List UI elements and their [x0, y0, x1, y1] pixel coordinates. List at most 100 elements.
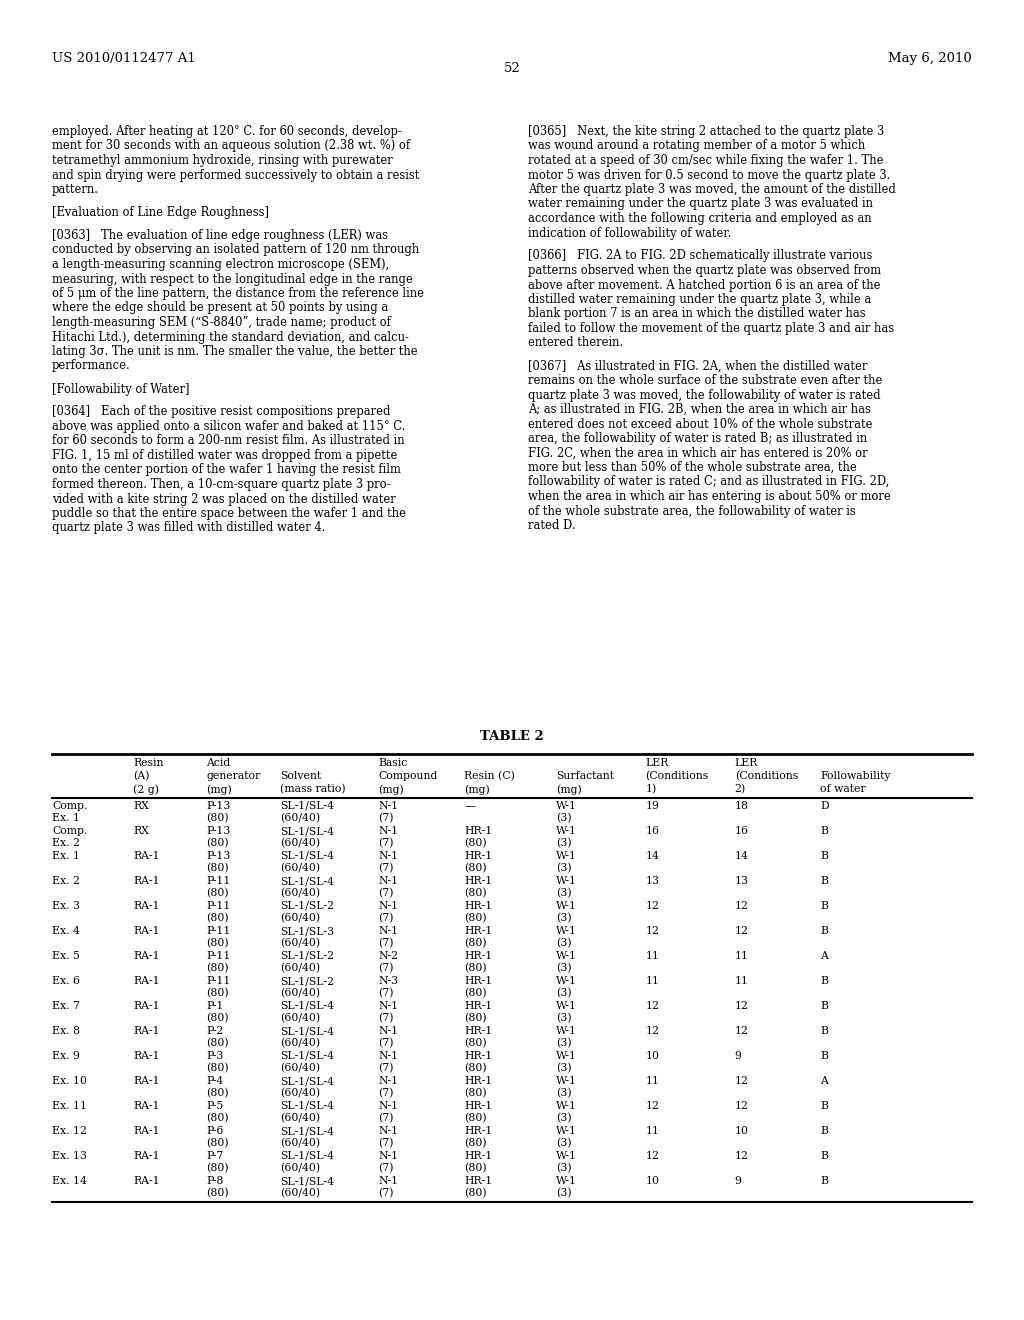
Text: HR-1: HR-1 — [464, 927, 493, 936]
Text: (80): (80) — [207, 813, 229, 824]
Text: B: B — [820, 851, 828, 861]
Text: [0363]   The evaluation of line edge roughness (LER) was: [0363] The evaluation of line edge rough… — [52, 228, 388, 242]
Text: (60/40): (60/40) — [281, 1038, 321, 1048]
Text: Ex. 1: Ex. 1 — [52, 813, 80, 822]
Text: of water: of water — [820, 784, 866, 795]
Text: B: B — [820, 975, 828, 986]
Text: (80): (80) — [207, 964, 229, 973]
Text: Ex. 5: Ex. 5 — [52, 950, 80, 961]
Text: RA-1: RA-1 — [133, 975, 160, 986]
Text: lating 3σ. The unit is nm. The smaller the value, the better the: lating 3σ. The unit is nm. The smaller t… — [52, 345, 418, 358]
Text: 12: 12 — [734, 1001, 749, 1011]
Text: P-13: P-13 — [207, 826, 231, 836]
Text: HR-1: HR-1 — [464, 1176, 493, 1185]
Text: was wound around a rotating member of a motor 5 which: was wound around a rotating member of a … — [528, 140, 865, 153]
Text: SL-1/SL-2: SL-1/SL-2 — [281, 902, 334, 911]
Text: 12: 12 — [645, 1151, 659, 1162]
Text: [0367]   As illustrated in FIG. 2A, when the distilled water: [0367] As illustrated in FIG. 2A, when t… — [528, 359, 867, 372]
Text: HR-1: HR-1 — [464, 1126, 493, 1137]
Text: 12: 12 — [734, 1101, 749, 1111]
Text: when the area in which air has entering is about 50% or more: when the area in which air has entering … — [528, 490, 891, 503]
Text: (3): (3) — [556, 1063, 571, 1073]
Text: (7): (7) — [379, 913, 394, 923]
Text: (80): (80) — [207, 1088, 229, 1098]
Text: (80): (80) — [464, 939, 486, 948]
Text: HR-1: HR-1 — [464, 975, 493, 986]
Text: SL-1/SL-2: SL-1/SL-2 — [281, 975, 334, 986]
Text: 9: 9 — [734, 1051, 741, 1061]
Text: (80): (80) — [464, 1063, 486, 1073]
Text: above after movement. A hatched portion 6 is an area of the: above after movement. A hatched portion … — [528, 279, 881, 292]
Text: employed. After heating at 120° C. for 60 seconds, develop-: employed. After heating at 120° C. for 6… — [52, 125, 401, 139]
Text: SL-1/SL-4: SL-1/SL-4 — [281, 801, 334, 810]
Text: tetramethyl ammonium hydroxide, rinsing with purewater: tetramethyl ammonium hydroxide, rinsing … — [52, 154, 393, 168]
Text: formed thereon. Then, a 10-cm-square quartz plate 3 pro-: formed thereon. Then, a 10-cm-square qua… — [52, 478, 390, 491]
Text: Ex. 9: Ex. 9 — [52, 1051, 80, 1061]
Text: HR-1: HR-1 — [464, 1151, 493, 1162]
Text: (Conditions: (Conditions — [645, 771, 709, 781]
Text: and spin drying were performed successively to obtain a resist: and spin drying were performed successiv… — [52, 169, 420, 181]
Text: 16: 16 — [734, 826, 749, 836]
Text: (60/40): (60/40) — [281, 1188, 321, 1199]
Text: ment for 30 seconds with an aqueous solution (2.38 wt. %) of: ment for 30 seconds with an aqueous solu… — [52, 140, 411, 153]
Text: W-1: W-1 — [556, 975, 578, 986]
Text: P-7: P-7 — [207, 1151, 224, 1162]
Text: Ex. 8: Ex. 8 — [52, 1026, 80, 1036]
Text: (7): (7) — [379, 987, 394, 998]
Text: [Evaluation of Line Edge Roughness]: [Evaluation of Line Edge Roughness] — [52, 206, 269, 219]
Text: W-1: W-1 — [556, 1176, 578, 1185]
Text: (3): (3) — [556, 1038, 571, 1048]
Text: SL-1/SL-2: SL-1/SL-2 — [281, 950, 334, 961]
Text: (80): (80) — [207, 1038, 229, 1048]
Text: (mg): (mg) — [464, 784, 489, 795]
Text: P-2: P-2 — [207, 1026, 224, 1036]
Text: (mg): (mg) — [556, 784, 582, 795]
Text: (3): (3) — [556, 1163, 571, 1173]
Text: (mg): (mg) — [207, 784, 232, 795]
Text: 12: 12 — [734, 1076, 749, 1086]
Text: (3): (3) — [556, 813, 571, 824]
Text: N-1: N-1 — [379, 1076, 398, 1086]
Text: (3): (3) — [556, 863, 571, 874]
Text: where the edge should be present at 50 points by using a: where the edge should be present at 50 p… — [52, 301, 388, 314]
Text: [0364]   Each of the positive resist compositions prepared: [0364] Each of the positive resist compo… — [52, 405, 390, 418]
Text: W-1: W-1 — [556, 1101, 578, 1111]
Text: (mg): (mg) — [379, 784, 404, 795]
Text: (80): (80) — [464, 1012, 486, 1023]
Text: (3): (3) — [556, 838, 571, 849]
Text: HR-1: HR-1 — [464, 826, 493, 836]
Text: P-5: P-5 — [207, 1101, 224, 1111]
Text: (3): (3) — [556, 987, 571, 998]
Text: (80): (80) — [207, 1012, 229, 1023]
Text: (3): (3) — [556, 888, 571, 899]
Text: (60/40): (60/40) — [281, 888, 321, 899]
Text: HR-1: HR-1 — [464, 902, 493, 911]
Text: (7): (7) — [379, 863, 394, 874]
Text: A: A — [820, 1076, 828, 1086]
Text: entered does not exceed about 10% of the whole substrate: entered does not exceed about 10% of the… — [528, 417, 872, 430]
Text: May 6, 2010: May 6, 2010 — [888, 51, 972, 65]
Text: Compound: Compound — [379, 771, 438, 781]
Text: 11: 11 — [645, 975, 659, 986]
Text: SL-1/SL-4: SL-1/SL-4 — [281, 1076, 334, 1086]
Text: HR-1: HR-1 — [464, 876, 493, 886]
Text: (80): (80) — [464, 1113, 486, 1123]
Text: (7): (7) — [379, 888, 394, 899]
Text: N-1: N-1 — [379, 1176, 398, 1185]
Text: 10: 10 — [645, 1176, 659, 1185]
Text: HR-1: HR-1 — [464, 1001, 493, 1011]
Text: SL-1/SL-4: SL-1/SL-4 — [281, 1001, 334, 1011]
Text: (80): (80) — [207, 838, 229, 849]
Text: RA-1: RA-1 — [133, 902, 160, 911]
Text: RA-1: RA-1 — [133, 927, 160, 936]
Text: generator: generator — [207, 771, 261, 781]
Text: (80): (80) — [207, 1188, 229, 1199]
Text: Ex. 13: Ex. 13 — [52, 1151, 87, 1162]
Text: Comp.: Comp. — [52, 801, 87, 810]
Text: (60/40): (60/40) — [281, 1012, 321, 1023]
Text: (80): (80) — [207, 1138, 229, 1148]
Text: conducted by observing an isolated pattern of 120 nm through: conducted by observing an isolated patte… — [52, 243, 419, 256]
Text: 52: 52 — [504, 62, 520, 75]
Text: (60/40): (60/40) — [281, 1063, 321, 1073]
Text: Ex. 2: Ex. 2 — [52, 876, 80, 886]
